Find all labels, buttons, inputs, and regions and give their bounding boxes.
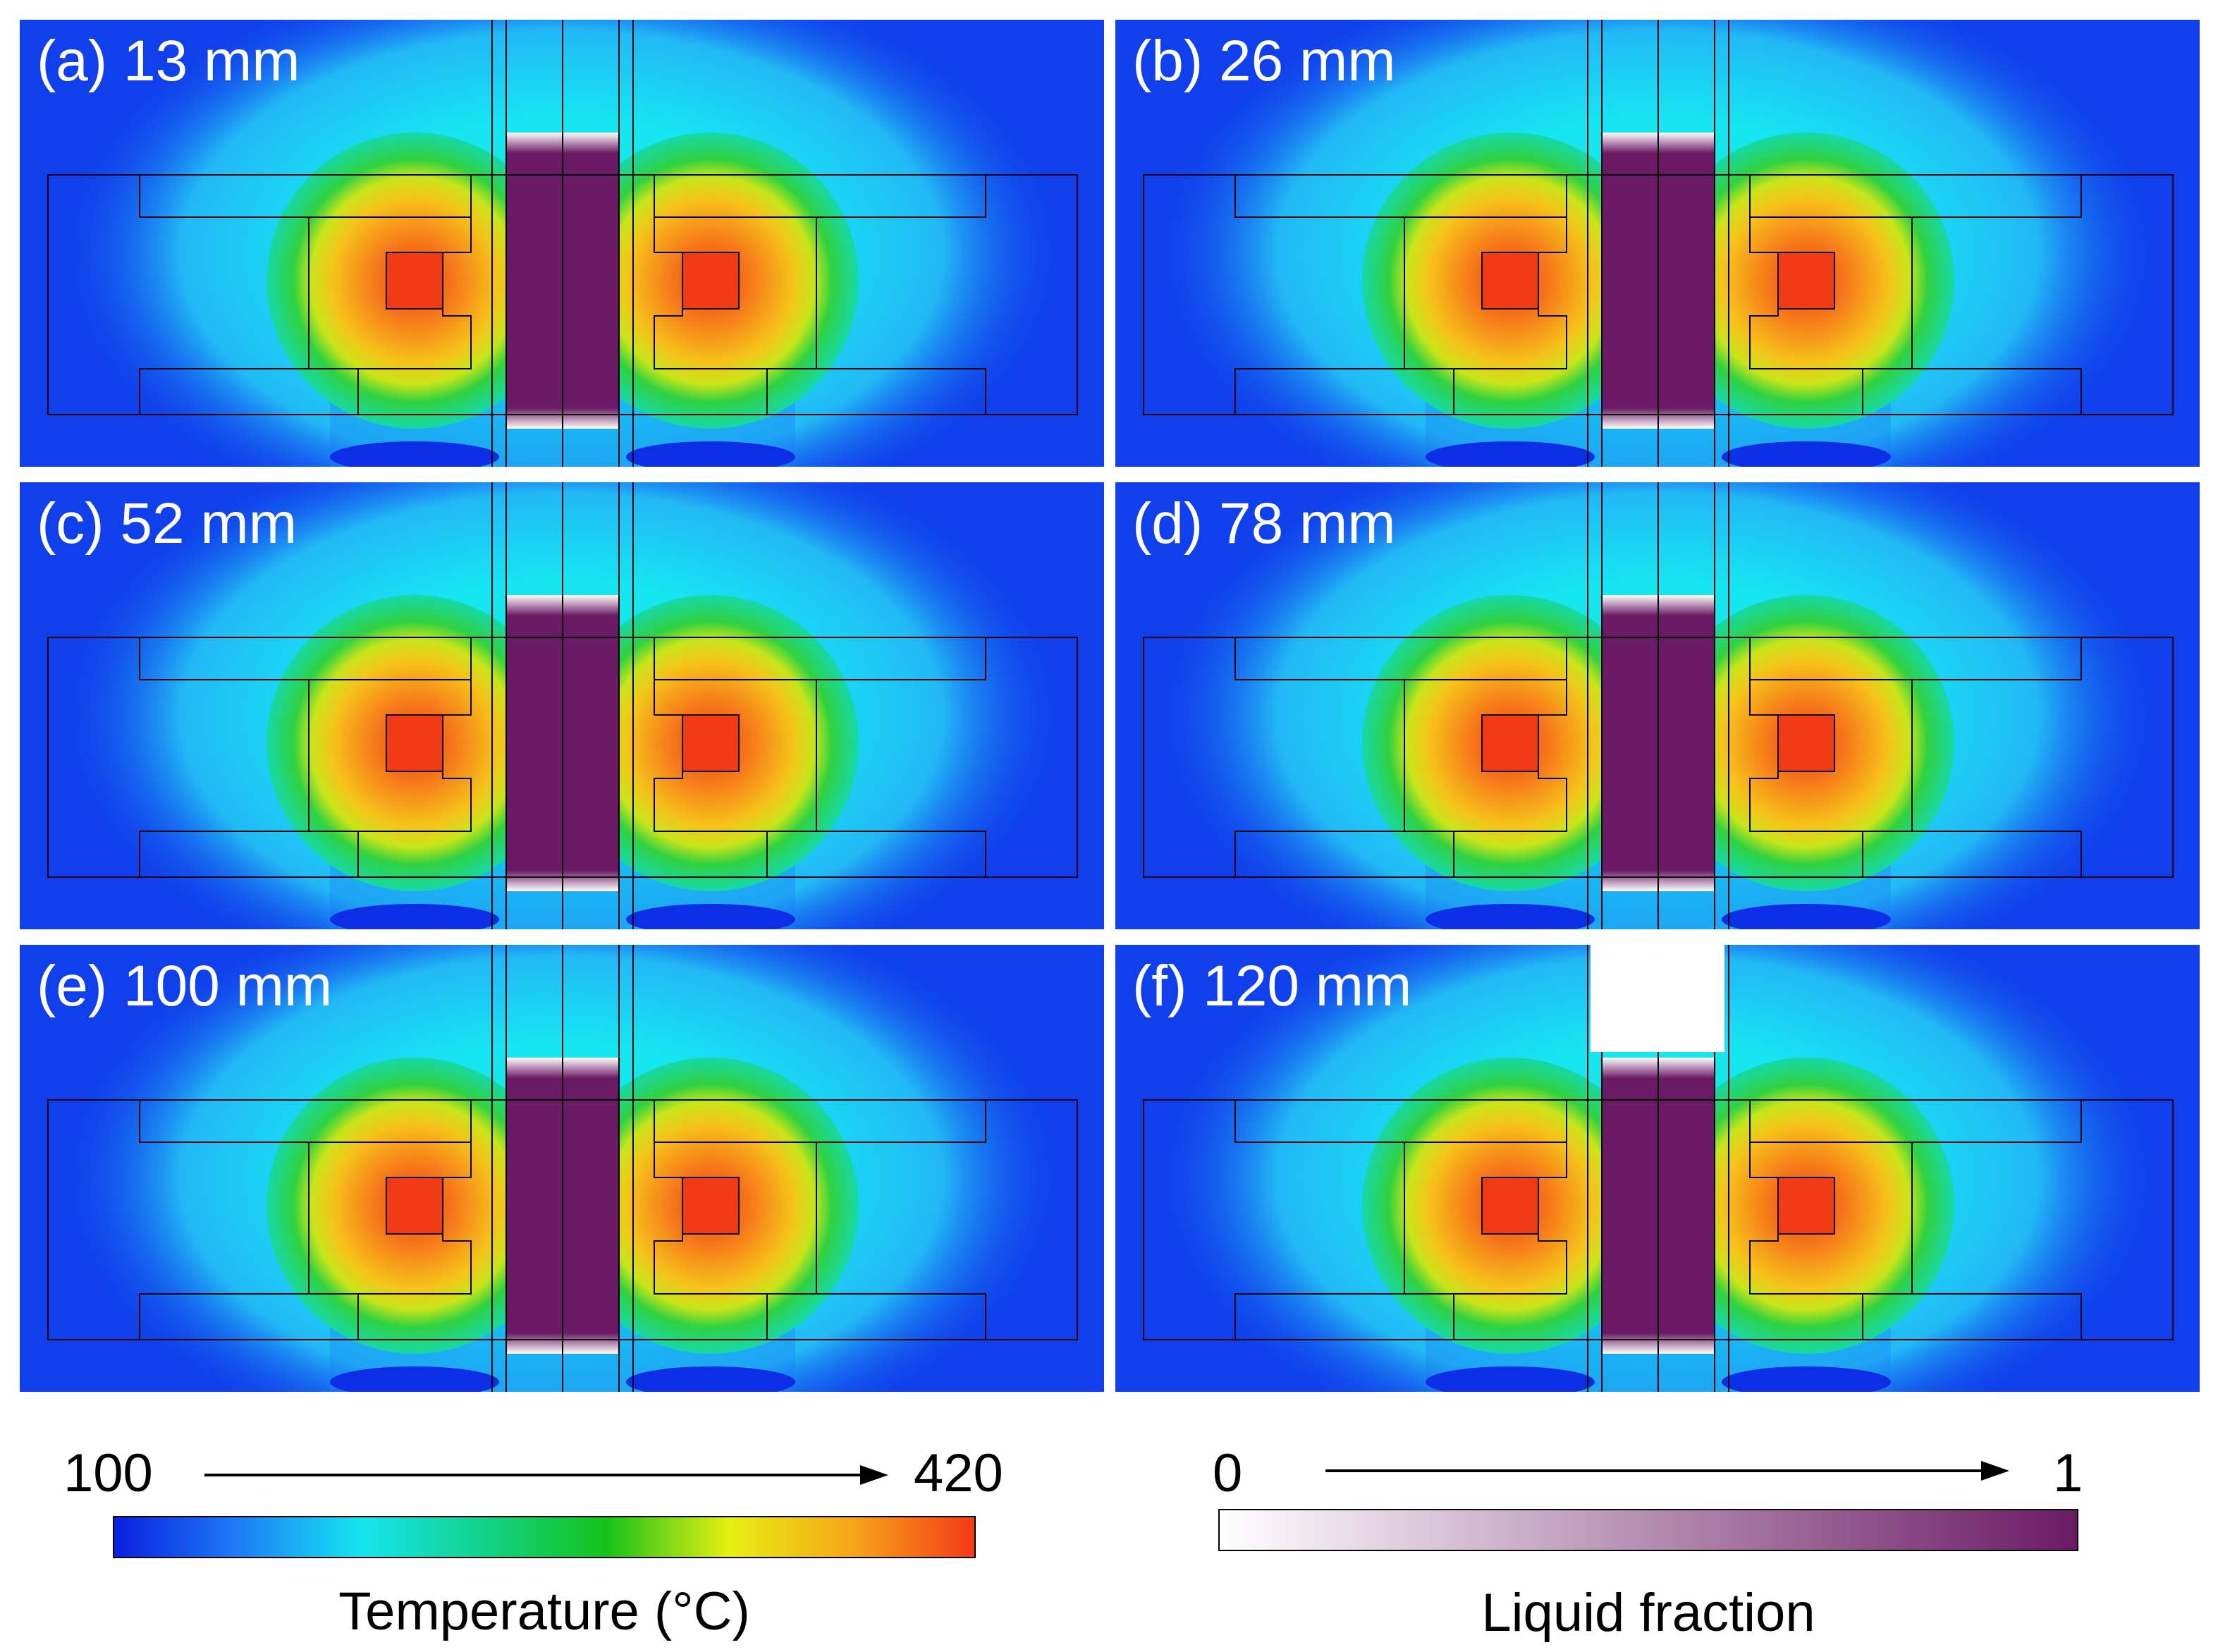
panel-c-label: (c) 52 mm [37, 491, 297, 556]
temperature-title: Temperature (°C) [338, 1581, 750, 1641]
liquid-min: 0 [1213, 1443, 1243, 1503]
panel-d-label: (d) 78 mm [1132, 491, 1396, 556]
panel-b-label: (b) 26 mm [1132, 29, 1396, 93]
temperature-arrow [204, 1465, 888, 1485]
temperature-min: 100 [63, 1443, 153, 1503]
liquid-colorbar [1218, 1509, 2078, 1551]
panel-a-label: (a) 13 mm [37, 29, 300, 93]
panel-b: (b) 26 mm [1115, 20, 2200, 467]
panel-f-label: (f) 120 mm [1132, 954, 1412, 1018]
liquid-arrow [1325, 1461, 2009, 1481]
panel-f-empty-region [1591, 945, 1724, 1052]
panel-f: (f) 120 mm [1115, 945, 2200, 1392]
liquid-title: Liquid fraction [1481, 1583, 1815, 1643]
temperature-max: 420 [914, 1443, 1003, 1503]
panel-c: (c) 52 mm [20, 482, 1104, 929]
liquid-max: 1 [2053, 1443, 2083, 1503]
temperature-colorbar [113, 1516, 976, 1558]
panel-e-label: (e) 100 mm [37, 954, 333, 1018]
panel-d: (d) 78 mm [1115, 482, 2200, 929]
panel-a: (a) 13 mm [20, 20, 1104, 467]
panel-e: (e) 100 mm [20, 945, 1104, 1392]
